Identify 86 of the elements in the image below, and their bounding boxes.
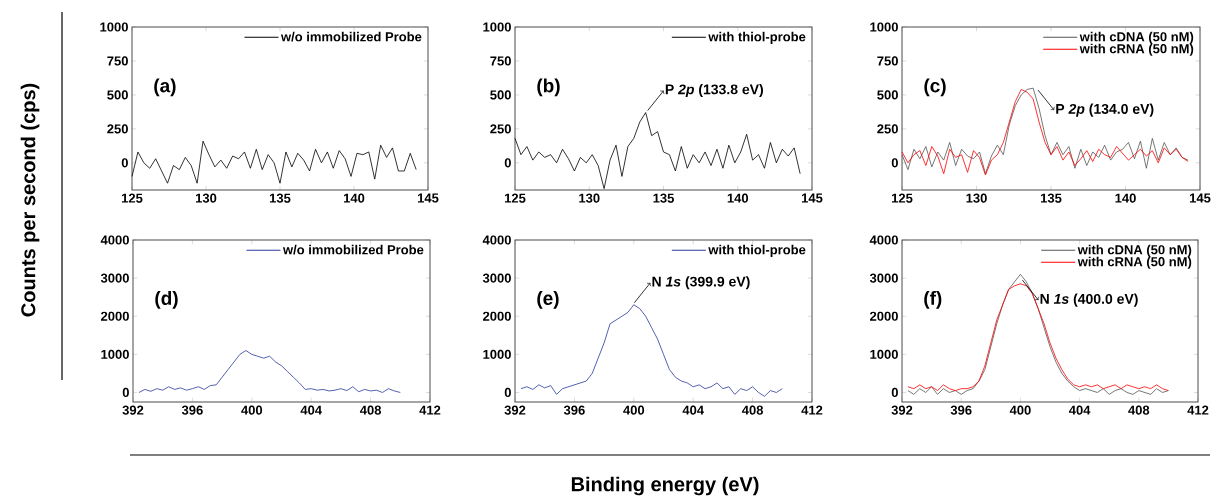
x-tick-label: 125 [121,193,143,203]
y-tick-label: 4000 [869,235,898,245]
annotation: (c) [924,78,946,97]
x-tick-label: 130 [195,193,217,203]
x-tick-label: 125 [504,193,526,203]
x-tick-label: 125 [891,193,913,203]
line-series [131,140,417,184]
y-tick-label: 750 [490,56,511,66]
x-tick-label: 404 [300,405,322,415]
x-axis-title: Binding energy (eV) [571,476,759,496]
annotation: N 1s (399.9 eV) [652,276,750,290]
y-tick-label: 0 [504,387,511,398]
legend-label: with cRNA (50 nM) [1079,43,1194,56]
y-tick-label: 2000 [870,311,898,321]
x-tick-label: 404 [682,405,704,415]
x-tick-label: 400 [1009,405,1031,415]
y-tick-label: 0 [121,158,128,168]
annotation: (d) [155,291,178,309]
x-tick-label: 145 [417,193,439,203]
x-tick-label: 412 [419,405,441,415]
legend-label: with thiol-probe [708,31,806,44]
y-tick-label: 2000 [483,311,511,321]
y-tick-label: 4000 [482,235,511,245]
y-tick-label: 1000 [101,349,129,359]
x-tick-label: 392 [891,405,913,415]
legend-label: with cRNA (50 nM) [1077,256,1192,269]
y-axis-title: Counts per second (cps) [20,83,40,317]
x-tick-label: 145 [801,193,823,203]
y-tick-label: 500 [877,90,898,100]
x-tick-label: 130 [579,193,600,203]
y-tick-label: 0 [891,387,898,398]
x-tick-label: 392 [122,405,144,415]
x-tick-label: 140 [343,193,365,203]
legend-label: w/o immobilized Probe [282,244,424,255]
x-tick-label: 130 [966,193,987,203]
x-tick-label: 400 [623,405,645,415]
annotation: (a) [154,78,176,97]
x-tick-label: 145 [1189,193,1211,203]
x-tick-label: 412 [801,405,823,415]
x-tick-label: 412 [1187,405,1209,415]
line-series [514,112,801,190]
x-tick-label: 400 [241,405,263,415]
y-tick-label: 0 [504,158,511,168]
y-tick-label: 250 [107,124,128,134]
y-tick-label: 1000 [483,349,511,359]
y-tick-label: 2000 [101,311,129,321]
text: w/o immobilized Probe [280,31,422,42]
x-tick-label: 408 [741,405,764,415]
annotation: (e) [537,291,559,309]
y-tick-label: 1000 [870,349,898,359]
x-tick-label: 135 [1040,193,1062,203]
y-tick-label: 3000 [100,273,129,283]
annotation: P 2p (134.0 eV) [1056,103,1154,117]
annotation: P 2p (133.8 eV) [665,84,763,98]
x-tick-label: 396 [563,405,585,415]
x-tick-label: 396 [181,405,203,415]
legend-label: with thiol-probe [708,244,806,257]
legend-label: with cDNA (50 nM) [1077,244,1192,257]
legend-label: with cDNA (50 nM) [1079,31,1194,44]
y-tick-label: 500 [107,90,128,100]
x-tick-label: 140 [1115,193,1136,203]
y-tick-label: 3000 [482,273,511,283]
y-tick-label: 250 [877,124,898,134]
y-tick-label: 0 [891,158,898,168]
y-tick-label: 1000 [870,22,898,32]
y-tick-label: 0 [122,387,129,398]
annotation: N 1s (400.0 eV) [1040,293,1138,307]
x-tick-label: 404 [1068,405,1091,415]
x-tick-label: 392 [504,405,526,415]
annotation: (b) [537,78,560,97]
y-tick-label: 1000 [483,22,511,32]
line-series [138,350,401,393]
annotation: (f) [924,291,942,309]
x-tick-label: 140 [727,193,749,203]
x-tick-label: 408 [1128,405,1150,415]
y-tick-label: 750 [877,56,898,66]
y-tick-label: 3000 [869,273,898,283]
y-tick-label: 4000 [100,235,129,245]
x-tick-label: 396 [950,405,972,415]
x-tick-label: 408 [359,405,382,415]
y-tick-label: 1000 [100,22,128,32]
x-tick-label: 135 [269,193,291,203]
y-tick-label: 250 [490,124,511,134]
x-tick-label: 135 [653,193,674,203]
y-tick-label: 750 [107,56,128,66]
y-tick-label: 500 [490,90,511,100]
